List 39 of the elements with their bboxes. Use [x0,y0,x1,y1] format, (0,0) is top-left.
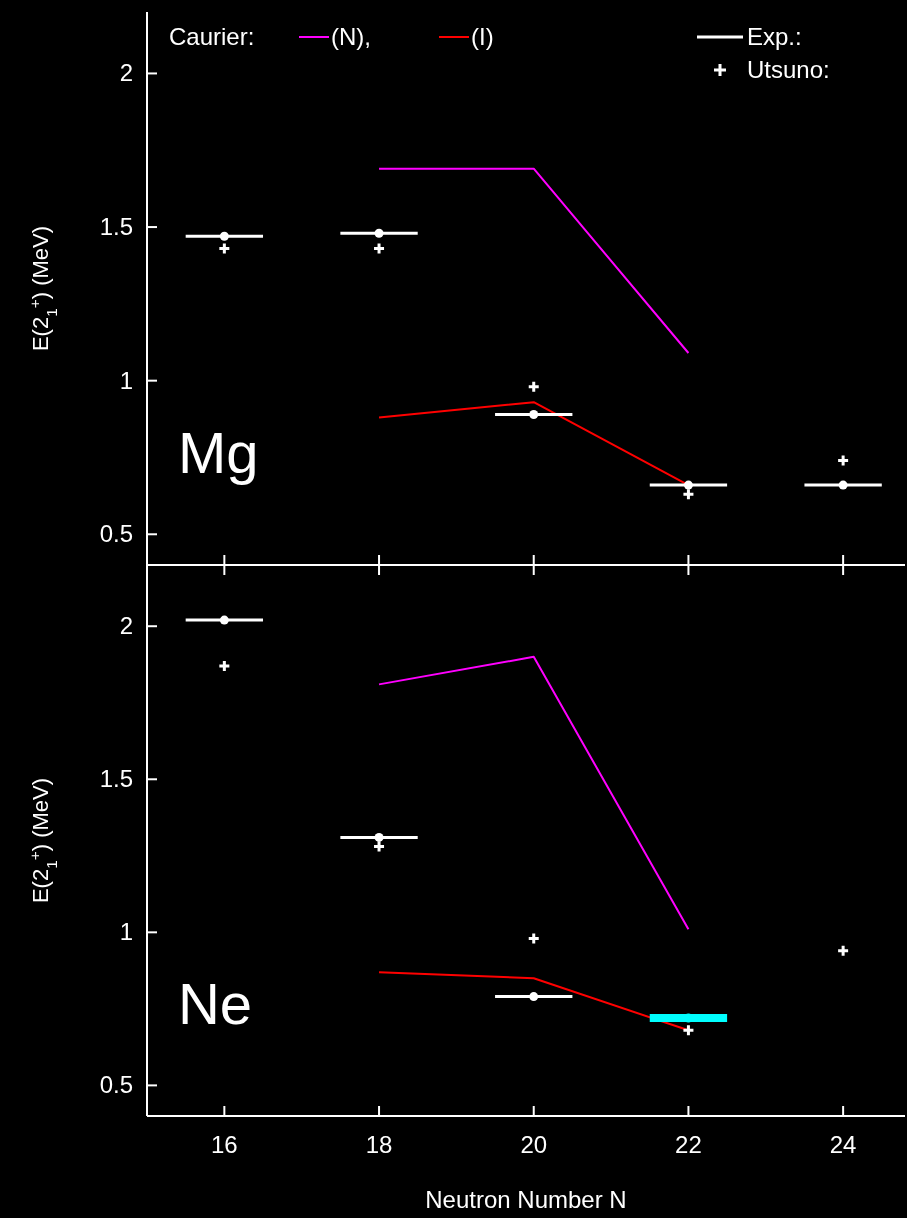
point [838,480,848,490]
point [527,931,541,945]
x-axis-title: Neutron Number N [425,1186,627,1213]
x-tick-label: 22 [675,1131,702,1158]
x-tick-label: 24 [829,1131,857,1158]
legend-label: Exp.: [747,23,802,50]
point [372,242,386,256]
legend-title: Caurier: [169,23,255,50]
point [681,487,695,501]
x-tick-label: 16 [211,1131,238,1158]
point [836,944,850,958]
legend-label: Utsuno: [747,56,830,83]
y-tick-label: 1 [119,366,133,394]
x-tick-label: 18 [365,1131,393,1158]
y-tick-label: 0.5 [99,520,133,548]
point [372,840,386,854]
y-tick-label: 2 [119,59,133,87]
y-tick-label: 1.5 [99,213,133,241]
point [529,409,539,419]
y-tick-label: 0.5 [99,1071,133,1099]
point [217,242,231,256]
legend-label: (N), [331,23,371,50]
y-tick-label: 1.5 [99,765,133,793]
point [527,380,541,394]
x-tick-label: 20 [520,1131,548,1158]
y-tick-label: 2 [119,612,133,640]
point [374,228,384,238]
annotation: Mg [177,419,259,485]
point [217,659,231,673]
point [529,992,539,1002]
legend-label: (I) [471,23,494,50]
point [374,832,384,842]
point [219,231,229,241]
annotation: Ne [177,971,253,1037]
point [219,615,229,625]
y-tick-label: 1 [119,918,133,946]
point [683,480,693,490]
point [681,1023,695,1037]
point [836,454,850,468]
